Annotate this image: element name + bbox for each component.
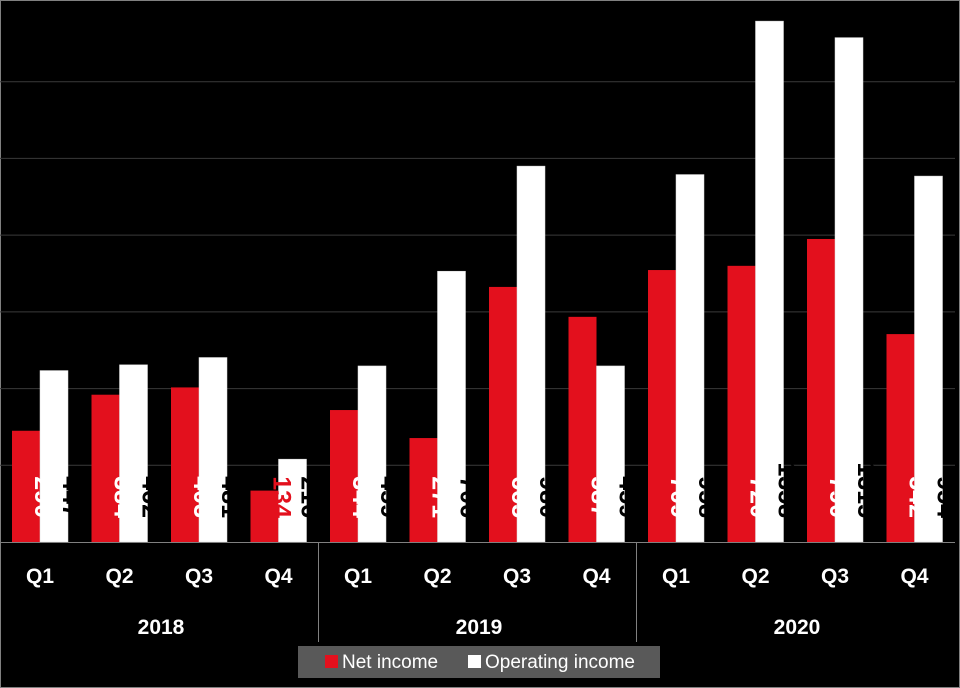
legend-label: Operating income: [485, 652, 635, 673]
category-tick-label: Q4: [264, 565, 292, 588]
category-tick-label: Q1: [26, 565, 54, 588]
bar-net-income: [91, 394, 120, 542]
category-tick-label: Q3: [503, 565, 531, 588]
legend: Net income Operating income: [298, 646, 660, 678]
legend-swatch: [325, 655, 338, 668]
data-label: 447: [57, 476, 85, 518]
bar-operating-income: [834, 37, 864, 543]
data-label: 459: [375, 476, 403, 518]
category-tick-label: Q4: [900, 565, 928, 588]
bar-net-income: [409, 438, 438, 542]
bar-net-income: [886, 334, 915, 542]
data-label: 709: [665, 476, 693, 518]
group-tick-label: 2019: [456, 616, 503, 639]
bar-net-income: [727, 265, 756, 542]
bar-net-income: [807, 238, 835, 542]
data-label: 954: [932, 476, 960, 518]
category-tick-label: Q2: [423, 565, 451, 588]
data-label: 980: [534, 476, 562, 518]
bar-net-income: [250, 490, 279, 542]
bar-operating-income: [675, 174, 705, 543]
bar-net-income: [171, 387, 199, 542]
data-label: 720: [745, 476, 773, 518]
data-label: 216: [296, 476, 324, 518]
bar-operating-income: [516, 165, 546, 543]
data-label: 706: [455, 476, 483, 518]
data-label: 790: [824, 476, 852, 518]
bar-net-income: [330, 410, 358, 542]
category-tick-label: Q4: [582, 565, 610, 588]
bar-net-income: [568, 316, 597, 542]
data-label: 1315: [852, 462, 880, 518]
bar-operating-income: [437, 270, 466, 543]
legend-swatch: [468, 655, 481, 668]
x-axis: Q1 Q2 Q3 Q4 2018 Q1 Q2 Q3 Q4 2019 Q1 Q2 Q3 Q4 2020: [26, 542, 929, 642]
data-labels: 290 447 384 462 403 481 134 216 344 459 271 706 665 9…: [29, 462, 960, 518]
data-label: 1358: [773, 462, 801, 518]
group-tick-label: 2020: [774, 616, 821, 639]
bars: [12, 20, 943, 543]
gridlines: [0, 81, 955, 466]
data-label: 462: [137, 476, 165, 518]
category-tick-label: Q1: [344, 565, 372, 588]
bar-operating-income: [198, 357, 228, 543]
category-tick-label: Q2: [105, 565, 133, 588]
data-label: 587: [586, 476, 614, 518]
data-label: 958: [693, 476, 721, 518]
data-label: 481: [216, 476, 244, 518]
bar-operating-income: [119, 364, 148, 543]
data-label: 271: [427, 476, 455, 518]
bar-net-income: [648, 270, 676, 542]
data-label: 403: [188, 476, 216, 518]
data-label: 665: [506, 476, 534, 518]
group-tick-label: 2018: [138, 616, 185, 639]
data-label: 134: [268, 476, 296, 518]
category-tick-label: Q2: [741, 565, 769, 588]
data-label: 459: [614, 476, 642, 518]
bar-operating-income: [596, 365, 625, 543]
category-tick-label: Q3: [185, 565, 213, 588]
bar-net-income: [489, 286, 517, 542]
bar-operating-income: [914, 175, 943, 543]
data-label: 384: [109, 476, 137, 518]
data-label: 542: [904, 476, 932, 518]
category-tick-label: Q1: [662, 565, 690, 588]
legend-label: Net income: [342, 652, 438, 673]
category-tick-label: Q3: [821, 565, 849, 588]
bar-operating-income: [39, 370, 69, 543]
data-label: 344: [347, 476, 375, 518]
bar-net-income: [12, 430, 40, 542]
data-label: 290: [29, 476, 57, 518]
